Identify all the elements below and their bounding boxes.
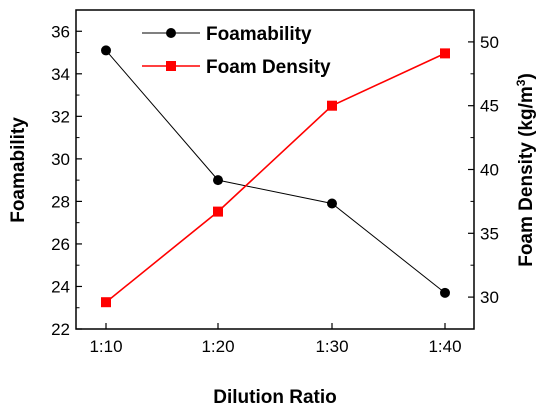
y-axis-title-left: Foamability — [8, 117, 29, 223]
legend-label: Foam Density — [206, 57, 331, 78]
left-tick-label: 26 — [51, 235, 70, 254]
left-tick-label: 32 — [51, 107, 70, 126]
left-tick-label: 28 — [51, 192, 70, 211]
legend-label: Foamability — [206, 24, 312, 45]
x-tick-label: 1:40 — [428, 337, 461, 356]
left-tick-label: 36 — [51, 22, 70, 41]
legend-marker — [166, 61, 176, 71]
data-point — [213, 175, 223, 186]
right-axis: 30 35 40 45 50 — [468, 9, 499, 330]
series-line-1 — [105, 50, 446, 294]
right-tick-label: 30 — [480, 288, 499, 307]
left-tick-label: 22 — [51, 320, 70, 339]
data-point — [327, 100, 337, 111]
right-tick-label: 50 — [480, 33, 499, 52]
y-axis-title-right: Foam Density (kg/m3) — [514, 73, 537, 267]
data-point — [327, 198, 337, 209]
left-tick-label: 30 — [51, 150, 70, 169]
data-point — [440, 287, 450, 298]
legend: Foamability Foam Density — [142, 24, 331, 78]
x-tick-label: 1:30 — [315, 337, 348, 356]
series-line-2 — [105, 52, 446, 303]
x-axis: 1:10 1:20 1:30 1:40 — [89, 323, 462, 356]
x-tick-label: 1:20 — [201, 337, 234, 356]
data-point — [213, 206, 223, 217]
right-tick-label: 40 — [480, 161, 499, 180]
left-axis: 22 24 26 28 30 32 34 36 — [51, 22, 82, 339]
legend-marker — [166, 28, 176, 38]
data-point — [101, 45, 111, 56]
right-tick-label: 35 — [480, 224, 499, 243]
data-point — [440, 48, 450, 59]
right-tick-label: 45 — [480, 97, 499, 116]
series-layer — [101, 45, 450, 308]
y-axis-title-right-sup: 3 — [514, 79, 528, 86]
data-point — [101, 297, 111, 308]
x-tick-label: 1:10 — [89, 337, 122, 356]
left-tick-label: 24 — [51, 277, 70, 296]
y-axis-title-right-main: Foam Density (kg/m — [516, 86, 537, 267]
x-axis-title: Dilution Ratio — [213, 387, 336, 408]
left-tick-label: 34 — [51, 65, 70, 84]
y-axis-title-right-close: ) — [516, 73, 537, 79]
